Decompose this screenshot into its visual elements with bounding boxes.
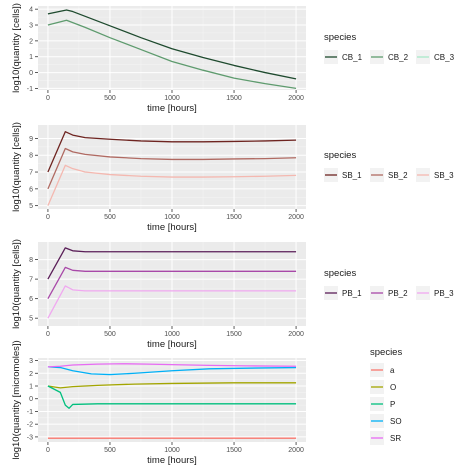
legend: species CB_1 CB_2 CB_3 [324, 32, 455, 64]
x-tick-label: 2000 [288, 331, 304, 338]
y-axis-title: log10(quantity [cells]) [11, 3, 22, 93]
legend-label: PB_1 [342, 289, 362, 298]
x-tick-label: 0 [46, 331, 50, 338]
legend-label: a [390, 366, 395, 375]
y-tick-label: 6 [29, 296, 33, 303]
y-tick-label: 5 [29, 203, 33, 210]
y-tick-label: -3 [27, 434, 33, 441]
legend-title: species [324, 150, 356, 161]
chart-panel-4: 0 500 1000 1500 2000 -3 -2 -1 0 1 2 3 time [hours] lo… [11, 340, 402, 466]
chart-panel-3: 0 500 1000 1500 2000 5 6 7 8 time [hours] log10(qu… [11, 239, 454, 350]
x-tick-label: 2000 [288, 95, 304, 102]
y-tick-label: 0 [29, 70, 33, 77]
legend-label: CB_3 [434, 53, 455, 62]
y-tick-label: 8 [29, 153, 33, 160]
legend-label: SB_3 [434, 171, 454, 180]
chart-panel-1: 0 500 1000 1500 2000 -1 0 1 2 3 4 time [hours] log10… [11, 3, 455, 114]
x-tick-label: 1000 [164, 447, 180, 454]
y-tick-label: 5 [29, 316, 33, 323]
x-axis-title: time [hours] [147, 103, 197, 114]
y-tick-label: 8 [29, 257, 33, 264]
y-tick-label: 2 [29, 38, 33, 45]
y-axis-title: log10(quantity [cells]) [11, 239, 22, 329]
series-line-sb-3 [47, 164, 297, 206]
x-tick-label: 0 [46, 214, 50, 221]
series-line-p [47, 385, 297, 409]
legend: species SB_1 SB_2 SB_3 [324, 150, 454, 182]
legend-label: SB_2 [388, 171, 408, 180]
legend-label: CB_1 [342, 53, 363, 62]
x-tick-label: 1500 [226, 331, 242, 338]
y-tick-label: 1 [29, 384, 33, 391]
legend-label: SB_1 [342, 171, 362, 180]
x-tick-label: 500 [104, 331, 116, 338]
x-tick-label: 500 [104, 95, 116, 102]
legend: species PB_1 PB_2 PB_3 [324, 268, 454, 300]
x-axis-title: time [hours] [147, 339, 197, 350]
series-line-pb-2 [47, 266, 297, 299]
legend: species aOP SO SR [370, 347, 402, 445]
y-tick-label: -1 [27, 409, 33, 416]
x-tick-label: 1500 [226, 214, 242, 221]
y-tick-label: 0 [29, 396, 33, 403]
series-line-o [47, 382, 297, 389]
y-tick-label: 6 [29, 186, 33, 193]
y-tick-label: -1 [27, 86, 33, 93]
series-line-sr [47, 363, 297, 368]
y-axis-title: log10(quantity [cells]) [11, 122, 22, 212]
x-tick-label: 1500 [226, 447, 242, 454]
legend-label: SR [390, 434, 401, 443]
x-axis-title: time [hours] [147, 455, 197, 466]
y-tick-label: 2 [29, 371, 33, 378]
x-tick-label: 500 [104, 447, 116, 454]
x-tick-label: 1000 [164, 95, 180, 102]
y-tick-label: 7 [29, 170, 33, 177]
legend-label: P [390, 400, 395, 409]
series-line-so [47, 366, 297, 376]
series-line-cb-2 [47, 19, 297, 90]
x-tick-label: 1500 [226, 95, 242, 102]
y-tick-label: 3 [29, 358, 33, 365]
series-line-cb-1 [47, 9, 297, 80]
x-tick-label: 2000 [288, 447, 304, 454]
legend-label: O [390, 383, 396, 392]
legend-title: species [324, 32, 356, 43]
series-line-sb-2 [47, 147, 297, 190]
legend-title: species [370, 347, 402, 358]
legend-label: PB_3 [434, 289, 454, 298]
x-tick-label: 1000 [164, 214, 180, 221]
x-tick-label: 500 [104, 214, 116, 221]
x-tick-label: 2000 [288, 214, 304, 221]
legend-label: SO [390, 417, 402, 426]
chart-panel-2: 0 500 1000 1500 2000 5 6 7 8 9 time [hours] log10(q… [11, 122, 454, 233]
x-tick-label: 0 [46, 447, 50, 454]
legend-title: species [324, 268, 356, 279]
x-tick-label: 0 [46, 95, 50, 102]
y-tick-label: 9 [29, 136, 33, 143]
y-tick-label: 1 [29, 54, 33, 61]
legend-label: PB_2 [388, 289, 408, 298]
y-tick-label: -2 [27, 422, 33, 429]
y-tick-label: 4 [29, 7, 33, 14]
series-line-pb-1 [47, 247, 297, 280]
legend-label: CB_2 [388, 53, 409, 62]
x-tick-label: 1000 [164, 331, 180, 338]
y-tick-label: 7 [29, 277, 33, 284]
y-axis-title: log10(quantity [micromoles]) [11, 340, 22, 459]
series-line-pb-3 [47, 285, 297, 319]
series-line-sb-1 [47, 131, 297, 173]
y-tick-label: 3 [29, 23, 33, 30]
x-axis-title: time [hours] [147, 222, 197, 233]
